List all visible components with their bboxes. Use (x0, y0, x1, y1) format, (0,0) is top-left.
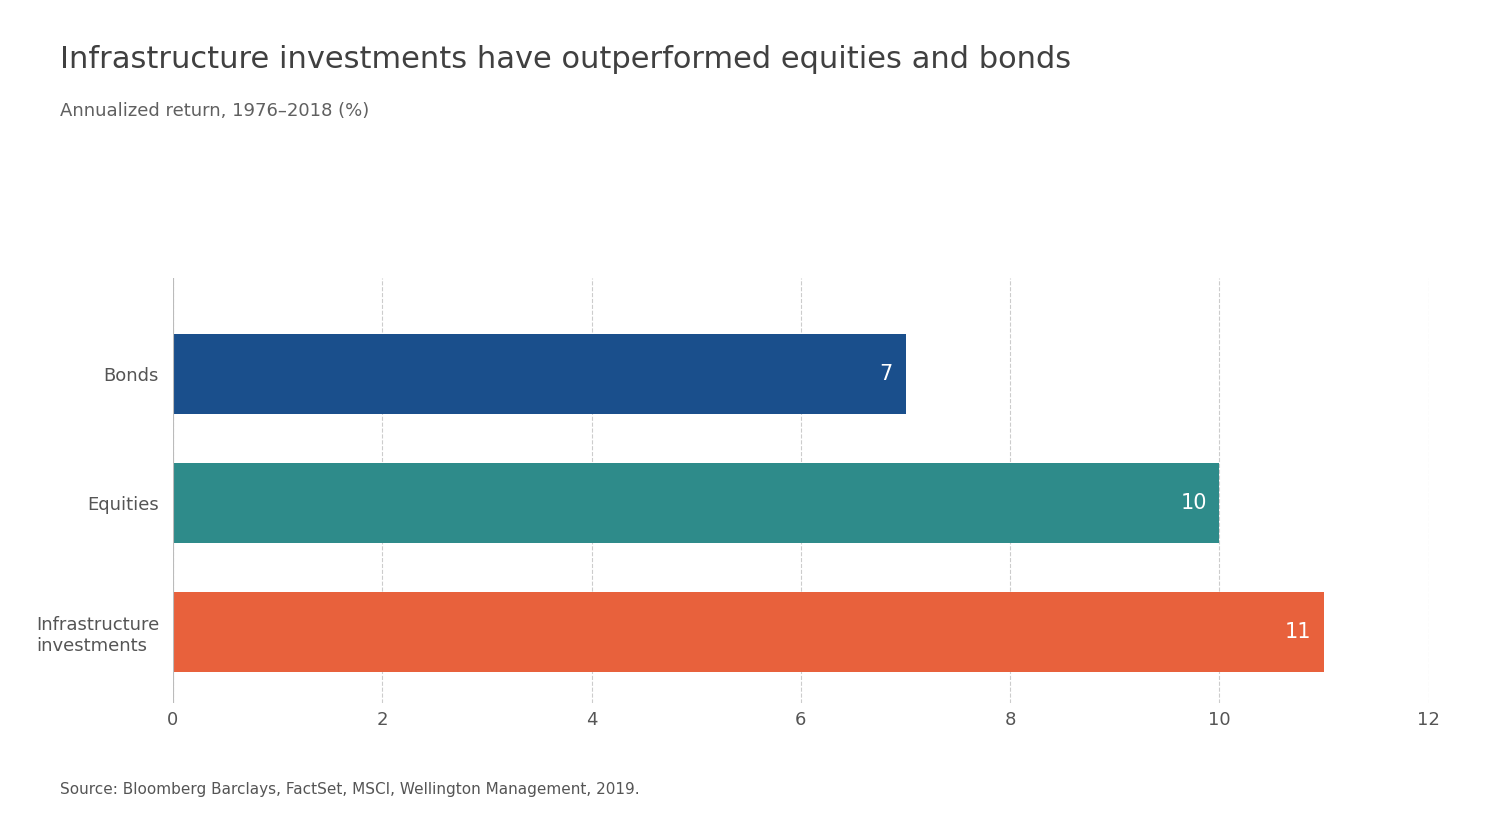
Bar (173, 334, 905, 414)
Text: Source: Bloomberg Barclays, FactSet, MSCI, Wellington Management, 2019.: Source: Bloomberg Barclays, FactSet, MSC… (60, 782, 639, 797)
Text: Annualized return, 1976–2018 (%): Annualized return, 1976–2018 (%) (60, 102, 370, 120)
Text: 10: 10 (1181, 493, 1206, 513)
Text: Infrastructure investments have outperformed equities and bonds: Infrastructure investments have outperfo… (60, 45, 1071, 74)
Text: 7: 7 (880, 364, 893, 384)
Bar (173, 592, 1324, 672)
Text: 11: 11 (1284, 622, 1311, 642)
Bar (173, 463, 1220, 543)
